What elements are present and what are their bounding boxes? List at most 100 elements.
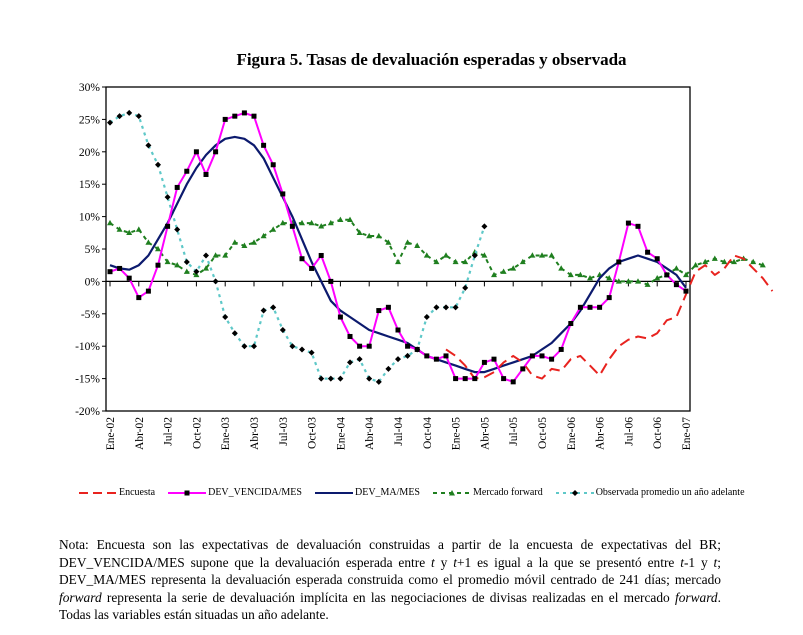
note-italic: t xyxy=(431,554,435,570)
data-point xyxy=(404,239,411,245)
x-tick-label: Abr-06 xyxy=(595,417,607,450)
data-point xyxy=(491,356,497,362)
data-point xyxy=(529,353,535,359)
data-point xyxy=(270,226,277,232)
data-point xyxy=(327,375,334,382)
data-point xyxy=(443,353,449,359)
data-point xyxy=(231,330,238,337)
data-point xyxy=(452,304,459,311)
data-point xyxy=(318,375,325,382)
data-point xyxy=(405,343,411,349)
data-point xyxy=(135,226,142,232)
legend-swatch-dev-ma xyxy=(314,491,353,494)
data-point xyxy=(289,223,295,229)
data-point xyxy=(519,258,526,265)
data-point xyxy=(126,275,132,281)
data-point xyxy=(366,343,372,349)
chart-title: Figura 5. Tasas de devaluación esperadas… xyxy=(236,50,627,69)
data-point xyxy=(597,304,603,310)
data-point xyxy=(193,268,200,275)
data-point xyxy=(375,378,382,385)
data-point xyxy=(481,252,488,258)
x-tick-label: Oct-03 xyxy=(307,417,319,449)
data-point xyxy=(587,274,593,281)
data-point xyxy=(721,258,728,265)
data-point xyxy=(251,343,257,350)
data-point xyxy=(645,249,651,255)
data-point xyxy=(270,304,277,311)
data-point xyxy=(577,271,584,278)
data-point xyxy=(759,262,766,268)
data-point xyxy=(241,110,247,116)
data-point xyxy=(692,262,699,268)
data-point xyxy=(606,274,613,281)
data-point xyxy=(126,229,133,235)
y-tick-label: -15% xyxy=(75,374,100,386)
data-point xyxy=(222,116,228,122)
data-point xyxy=(385,365,392,372)
x-tick-label: Jul-04 xyxy=(393,417,405,446)
data-point xyxy=(231,239,238,245)
data-point xyxy=(673,265,680,271)
x-tick-label: Ene-05 xyxy=(451,417,463,450)
legend-item-dev-ma: DEV_MA/MES xyxy=(314,487,420,498)
series-line xyxy=(109,111,486,383)
note-text: -1 y xyxy=(683,554,714,570)
data-point xyxy=(443,252,449,258)
data-point xyxy=(366,232,373,239)
data-point xyxy=(164,194,171,201)
series-line xyxy=(109,135,687,374)
plot-frame xyxy=(105,86,691,412)
data-point xyxy=(395,327,401,333)
data-point xyxy=(261,142,267,148)
series-encuesta xyxy=(445,254,774,380)
data-point xyxy=(587,304,593,310)
data-point xyxy=(308,349,315,356)
data-point xyxy=(126,109,133,116)
data-point xyxy=(606,295,612,301)
series-dev-vencida-mes xyxy=(107,110,689,385)
data-point xyxy=(558,265,565,271)
data-point xyxy=(145,288,151,294)
y-tick-label: 20% xyxy=(79,147,101,159)
data-point xyxy=(155,161,161,168)
x-tick-label: Ene-06 xyxy=(566,417,578,450)
data-point xyxy=(615,278,622,284)
data-point xyxy=(356,356,363,363)
data-point xyxy=(347,333,353,339)
data-point xyxy=(433,356,439,362)
x-tick-label: Ene-07 xyxy=(681,417,693,450)
note-text: ; DEV_MA/MES representa la devaluación e… xyxy=(59,554,722,588)
x-tick-label: Abr-04 xyxy=(364,417,376,450)
note-text: representa la serie de devaluación implí… xyxy=(101,589,675,605)
data-point xyxy=(452,258,459,265)
data-point xyxy=(549,356,555,362)
legend-swatch-forward xyxy=(433,489,471,495)
data-point xyxy=(500,268,507,274)
data-point xyxy=(520,366,526,372)
x-tick-label: Ene-03 xyxy=(220,417,232,450)
data-point xyxy=(213,149,219,155)
y-tick-label: 25% xyxy=(79,114,101,126)
data-point xyxy=(241,242,248,248)
figure-note: Nota: Encuesta son las expectativas de d… xyxy=(59,536,721,624)
data-point xyxy=(424,353,430,359)
x-tick-label: Ene-04 xyxy=(335,417,347,450)
data-point xyxy=(347,359,353,366)
x-tick-label: Oct-02 xyxy=(191,417,203,449)
legend-swatch-dev-vencida xyxy=(168,490,207,495)
data-point xyxy=(299,219,305,226)
data-point xyxy=(711,255,718,261)
data-point xyxy=(510,265,517,271)
x-tick-label: Oct-04 xyxy=(422,417,434,449)
data-point xyxy=(174,226,181,233)
series-line xyxy=(445,254,774,380)
data-point xyxy=(107,269,113,275)
data-point xyxy=(327,219,334,226)
data-point xyxy=(481,223,488,230)
data-point xyxy=(443,304,449,311)
data-point xyxy=(116,113,123,120)
x-tick-label: Abr-02 xyxy=(134,417,146,450)
data-point xyxy=(558,346,564,352)
data-point xyxy=(270,162,276,168)
